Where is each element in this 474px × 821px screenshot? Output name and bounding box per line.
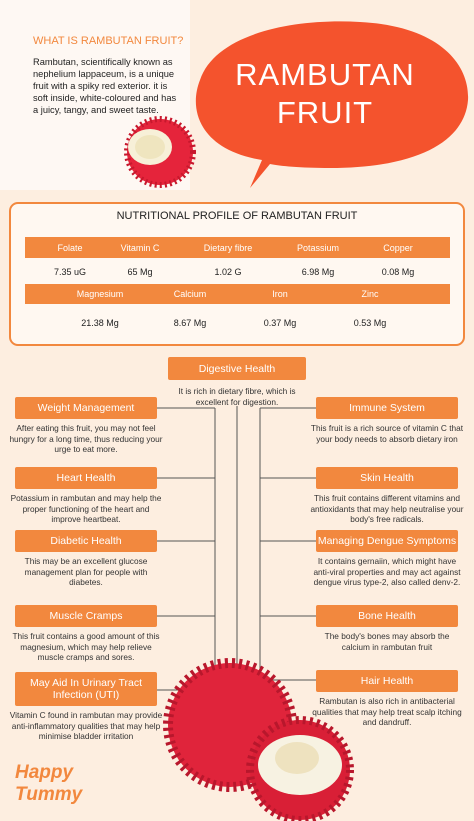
tree-lines <box>157 406 316 700</box>
nutrient-value: 0.53 Mg <box>353 318 387 328</box>
benefit-title: Diabetic Health <box>15 530 157 552</box>
benefit-text: It is rich in dietary fibre, which is ex… <box>178 386 296 407</box>
benefit-title: Bone Health <box>316 605 458 627</box>
big-fruit <box>163 658 354 821</box>
benefit-title: Digestive Health <box>168 357 306 380</box>
nutrition-title: NUTRITIONAL PROFILE OF RAMBUTAN FRUIT <box>116 210 358 222</box>
intro-text: Rambutan, scientifically known as nephel… <box>33 57 177 115</box>
benefit-title: Hair Health <box>316 670 458 692</box>
logo-line: Tummy <box>15 784 83 805</box>
nutrient-value: 1.02 G <box>214 267 242 277</box>
nutrient-name: Dietary fibre <box>203 243 253 253</box>
nutrient-name: Calcium <box>173 289 207 299</box>
nutrient-value: 8.67 Mg <box>173 318 207 328</box>
benefit-text: Rambutan is also rich in antibacterial q… <box>312 696 462 727</box>
benefit-title: Muscle Cramps <box>15 605 157 627</box>
benefit-title: Immune System <box>316 397 458 419</box>
benefit-text: Vitamin C found in rambutan may provide … <box>9 710 163 741</box>
benefit-text: This fruit contains a good amount of thi… <box>12 631 160 662</box>
nutrient-value: 0.08 Mg <box>381 267 415 277</box>
title-line: RAMBUTAN <box>235 57 415 92</box>
nutrition-header-bar <box>25 237 450 258</box>
benefit-title: Managing Dengue Symptoms <box>316 530 458 552</box>
nutrient-value: 7.35 uG <box>53 267 87 277</box>
title: RAMBUTAN FRUIT <box>200 56 450 132</box>
benefit-text: The body's bones may absorb the calcium … <box>324 631 450 652</box>
nutrient-name: Potassium <box>296 243 340 253</box>
title-bubble <box>195 21 469 188</box>
benefit-text: This fruit contains different vitamins a… <box>310 493 464 524</box>
nutrient-name: Zinc <box>361 289 379 299</box>
benefit-title: Weight Management <box>15 397 157 419</box>
benefit-text: Potassium in rambutan and may help the p… <box>10 493 162 524</box>
intro-heading: WHAT IS RAMBUTAN FRUIT? <box>33 35 184 47</box>
nutrient-value: 65 Mg <box>127 267 153 277</box>
nutrient-name: Magnesium <box>76 289 124 299</box>
logo: Happy Tummy <box>15 762 82 806</box>
nutrient-value: 6.98 Mg <box>301 267 335 277</box>
benefit-text: It contains gernaiin, which might have a… <box>313 556 461 587</box>
benefit-text: This fruit is a rich source of vitamin C… <box>310 423 464 444</box>
nutrient-name: Vitamin C <box>120 243 160 253</box>
benefit-title: May Aid In Urinary Tract Infection (UTI) <box>15 672 157 706</box>
nutrient-name: Folate <box>57 243 83 253</box>
benefit-text: After eating this fruit, you may not fee… <box>9 423 163 454</box>
nutrient-name: Copper <box>383 243 413 253</box>
nutrient-value: 0.37 Mg <box>263 318 297 328</box>
benefit-title: Skin Health <box>316 467 458 489</box>
small-fruit <box>124 116 196 188</box>
title-line: FRUIT <box>276 95 374 130</box>
benefit-text: This may be an excellent glucose managem… <box>24 556 148 587</box>
nutrition-header-bar <box>25 284 450 304</box>
nutrient-name: Iron <box>272 289 288 299</box>
nutrient-value: 21.38 Mg <box>81 318 119 328</box>
logo-line: Happy <box>15 762 74 783</box>
benefit-title: Heart Health <box>15 467 157 489</box>
